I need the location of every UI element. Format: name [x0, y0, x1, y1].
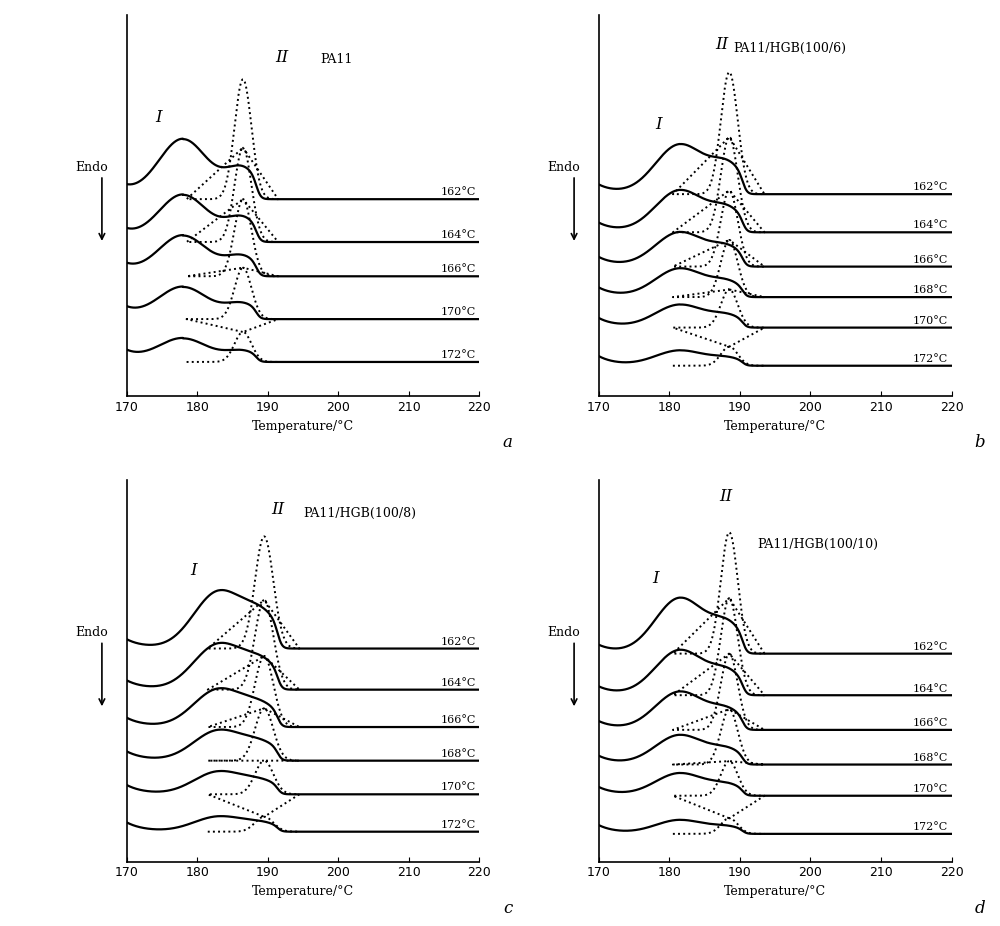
- Text: II: II: [275, 49, 288, 67]
- Text: 164°C: 164°C: [440, 678, 476, 688]
- Text: Endo: Endo: [75, 161, 108, 174]
- Text: 168°C: 168°C: [913, 753, 948, 763]
- Text: 162°C: 162°C: [913, 182, 948, 193]
- Text: Endo: Endo: [547, 626, 580, 639]
- Text: 170°C: 170°C: [441, 307, 476, 317]
- Text: I: I: [652, 570, 659, 587]
- Text: 168°C: 168°C: [913, 285, 948, 295]
- Text: II: II: [719, 488, 732, 505]
- Text: 172°C: 172°C: [913, 354, 948, 364]
- Text: 172°C: 172°C: [913, 822, 948, 832]
- Text: I: I: [190, 562, 197, 579]
- Text: 166°C: 166°C: [913, 255, 948, 265]
- Text: PA11/HGB(100/10): PA11/HGB(100/10): [758, 538, 879, 551]
- Text: Endo: Endo: [547, 161, 580, 174]
- Text: 166°C: 166°C: [440, 715, 476, 725]
- Text: PA11/HGB(100/8): PA11/HGB(100/8): [303, 507, 416, 520]
- Text: I: I: [655, 116, 662, 132]
- Text: 164°C: 164°C: [913, 683, 948, 694]
- Text: 172°C: 172°C: [441, 820, 476, 830]
- Text: 170°C: 170°C: [441, 782, 476, 793]
- Text: II: II: [272, 501, 285, 518]
- X-axis label: Temperature/°C: Temperature/°C: [724, 419, 826, 432]
- Text: c: c: [503, 900, 512, 917]
- Text: 162°C: 162°C: [913, 642, 948, 652]
- Text: b: b: [974, 434, 985, 451]
- Text: 168°C: 168°C: [440, 749, 476, 758]
- Text: 162°C: 162°C: [440, 187, 476, 197]
- Text: PA11: PA11: [321, 53, 353, 66]
- Text: 166°C: 166°C: [913, 719, 948, 728]
- Text: 170°C: 170°C: [913, 784, 948, 794]
- Text: 170°C: 170°C: [913, 316, 948, 326]
- Text: 172°C: 172°C: [441, 350, 476, 360]
- Text: a: a: [503, 434, 512, 451]
- X-axis label: Temperature/°C: Temperature/°C: [252, 885, 354, 898]
- Text: I: I: [155, 109, 162, 126]
- X-axis label: Temperature/°C: Temperature/°C: [252, 419, 354, 432]
- X-axis label: Temperature/°C: Temperature/°C: [724, 885, 826, 898]
- Text: 162°C: 162°C: [440, 637, 476, 646]
- Text: Endo: Endo: [75, 626, 108, 639]
- Text: II: II: [716, 36, 729, 53]
- Text: PA11/HGB(100/6): PA11/HGB(100/6): [733, 42, 846, 55]
- Text: 164°C: 164°C: [913, 220, 948, 231]
- Text: 166°C: 166°C: [440, 264, 476, 274]
- Text: 164°C: 164°C: [440, 230, 476, 240]
- Text: d: d: [974, 900, 985, 917]
